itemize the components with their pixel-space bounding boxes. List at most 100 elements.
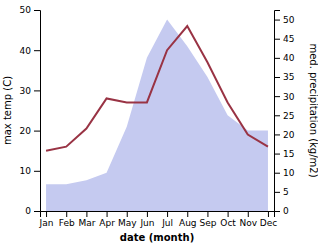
y-axis-title: max temp (C): [2, 76, 13, 145]
tick-label: May: [118, 218, 137, 228]
tick: Mar: [78, 211, 95, 228]
tick-mark: [34, 10, 40, 11]
y-axis: 0 10 20 30 40 50: [20, 5, 41, 216]
tick-label: 10: [20, 166, 32, 176]
tick: Aug: [179, 211, 197, 228]
tick-label: 15: [283, 149, 294, 159]
tick: 15: [274, 149, 294, 159]
tick: 5: [274, 187, 289, 197]
tick-label: Jun: [139, 218, 154, 228]
tick-mark: [34, 90, 40, 91]
tick-label: Aug: [179, 218, 197, 228]
tick-mark: [187, 211, 188, 217]
tick-label: 30: [20, 86, 32, 96]
tick-label: 50: [283, 15, 295, 25]
tick-label: 5: [283, 187, 289, 197]
tick: 35: [274, 72, 294, 82]
tick-label: Apr: [99, 218, 115, 228]
tick: Sep: [199, 211, 216, 228]
tick: Jun: [139, 211, 154, 228]
tick-mark: [147, 211, 148, 217]
tick-label: Feb: [59, 218, 75, 228]
tick-mark: [274, 58, 280, 59]
tick-label: 10: [283, 168, 295, 178]
tick: 40: [20, 46, 40, 56]
tick-label: 50: [20, 5, 32, 15]
tick-mark: [274, 96, 280, 97]
x-axis-title: date (month): [120, 232, 194, 243]
tick: May: [118, 211, 137, 228]
tick-mark: [248, 211, 249, 217]
tick: 20: [20, 126, 40, 136]
tick-label: 20: [283, 130, 295, 140]
plot-area: Jan FebMar AprMayJun Jul AugSep OctNovDec 0 10 2…: [20, 5, 295, 228]
chart: Jan FebMar AprMayJun Jul AugSep OctNovDec 0 10 2…: [0, 0, 318, 247]
tick-mark: [274, 20, 280, 21]
line: [46, 26, 268, 151]
tick-mark: [127, 211, 128, 217]
tick-mark: [274, 134, 280, 135]
tick-label: 0: [283, 206, 289, 216]
tick-label: 0: [25, 206, 31, 216]
tick-mark: [34, 131, 40, 132]
tick-label: 25: [283, 111, 294, 121]
tick-mark: [34, 211, 40, 212]
tick-mark: [66, 211, 67, 217]
tick-mark: [274, 77, 280, 78]
axis-line: [34, 11, 41, 212]
tick: 30: [274, 92, 295, 102]
series-group: [46, 20, 268, 211]
tick: 40: [274, 53, 295, 63]
tick-label: 40: [20, 46, 32, 56]
tick: Feb: [59, 211, 75, 228]
tick: 45: [274, 34, 294, 44]
axis-line: [41, 212, 275, 218]
tick-label: Oct: [220, 218, 236, 228]
tick: 20: [274, 130, 295, 140]
tick-mark: [274, 154, 280, 155]
tick-mark: [167, 211, 168, 217]
tick-label: 40: [283, 53, 295, 63]
tick: Dec: [260, 211, 277, 228]
tick-mark: [274, 211, 280, 212]
tick-label: 30: [283, 92, 295, 102]
tick-mark: [107, 211, 108, 217]
tick-label: 45: [283, 34, 294, 44]
tick-label: 20: [20, 126, 32, 136]
tick-mark: [207, 211, 208, 217]
area: [46, 20, 268, 211]
tick-mark: [274, 115, 280, 116]
axis-line: [275, 11, 281, 212]
tick-mark: [46, 211, 47, 217]
tick: Oct: [220, 211, 236, 228]
tick-mark: [274, 39, 280, 40]
tick: Jan: [39, 211, 54, 228]
tick-mark: [86, 211, 87, 217]
tick: 30: [20, 86, 40, 96]
x-axis: Jan FebMar AprMayJun Jul AugSep OctNovDec: [39, 211, 278, 228]
y2-axis-title: med. precipitation (kg/m2): [308, 43, 318, 177]
tick-mark: [34, 171, 40, 172]
tick-label: 35: [283, 72, 294, 82]
tick: 50: [20, 5, 40, 15]
y2-axis: 0 5 10 15 20 25 30 35 40 45 50: [274, 11, 295, 217]
tick-mark: [268, 211, 269, 217]
tick-mark: [274, 192, 280, 193]
tick: Jul: [161, 211, 173, 228]
tick: 10: [274, 168, 295, 178]
tick: 10: [20, 166, 40, 176]
tick-mark: [228, 211, 229, 217]
tick: 50: [274, 15, 295, 25]
tick: 0: [25, 206, 40, 216]
tick-label: Sep: [199, 218, 216, 228]
tick-mark: [274, 173, 280, 174]
tick: Nov: [239, 211, 257, 228]
tick-label: Nov: [239, 218, 257, 228]
tick-label: Jan: [39, 218, 54, 228]
tick-label: Jul: [161, 218, 173, 228]
tick: 0: [274, 206, 289, 216]
tick-mark: [34, 50, 40, 51]
tick: 25: [274, 111, 294, 121]
tick: Apr: [99, 211, 115, 228]
tick-label: Dec: [260, 218, 277, 228]
